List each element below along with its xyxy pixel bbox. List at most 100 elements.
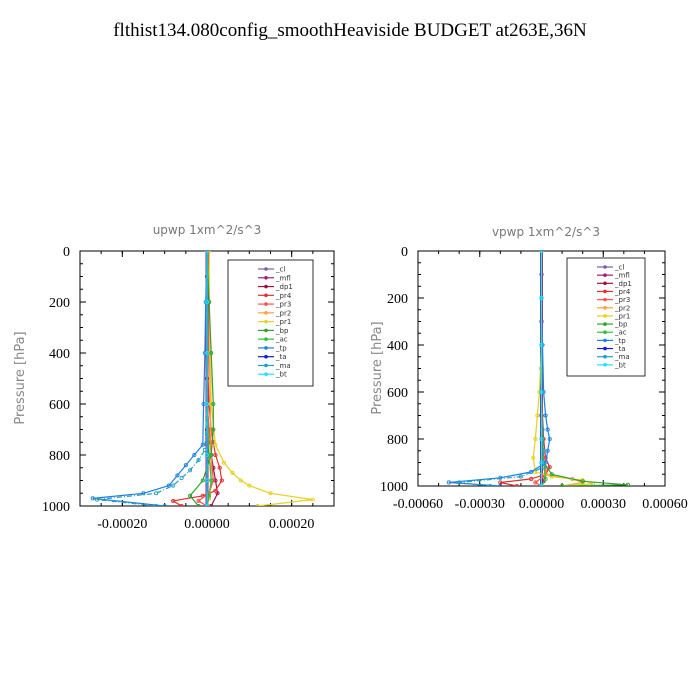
series-point-ma — [154, 491, 159, 496]
legend-marker — [264, 284, 268, 289]
x-tick-label: -0.00060 — [393, 497, 443, 512]
legend-marker — [603, 346, 607, 351]
series-point-bt — [539, 436, 544, 442]
legend-marker — [603, 363, 607, 367]
legend-marker — [264, 328, 268, 333]
legend-marker — [603, 281, 607, 286]
series-point-dp1 — [215, 491, 220, 496]
series-point-pr1 — [535, 413, 540, 418]
series-point-pr1 — [238, 478, 243, 483]
series-point-bp — [209, 350, 214, 356]
y-tick-label: 800 — [387, 433, 408, 448]
series-line-ma — [96, 251, 208, 506]
legend-label: _pr1 — [275, 318, 291, 326]
legend-marker — [264, 354, 268, 359]
series-point-dp1 — [209, 503, 214, 506]
chart-title: vpwp 1xm^2/s^3 — [492, 225, 600, 239]
series-point-bp — [188, 493, 193, 498]
chart-panel-2: vpwp 1xm^2/s^3 Pressure [hPa] 0 200 400 600 80… — [370, 225, 688, 512]
legend-label: _ma — [275, 362, 291, 370]
legend-marker — [264, 311, 268, 315]
legend-marker — [264, 293, 268, 298]
legend-label: _pr2 — [275, 309, 291, 317]
series-point-pr4 — [217, 465, 222, 470]
series-point-pr4 — [514, 483, 519, 486]
series-point-bt — [539, 342, 544, 348]
series-point-bp — [211, 401, 216, 407]
legend-box — [227, 259, 314, 387]
series-point-ma — [518, 474, 523, 479]
series-line-pr4 — [171, 251, 223, 506]
series-point-ma — [196, 458, 201, 463]
series-point-pr3 — [533, 480, 538, 485]
legend-marker — [264, 275, 268, 280]
series-point-ma — [179, 475, 184, 481]
legend-marker — [603, 338, 607, 343]
series-point-bp — [560, 483, 565, 486]
y-tick-label: 600 — [49, 398, 70, 413]
legend-label: _cl — [614, 264, 624, 272]
chart-panel-1: upwp 1xm^2/s^3 Pressure [hPa] 0 200 400 600 80… — [13, 223, 335, 532]
series-point-pr4 — [213, 488, 218, 493]
legend-marker — [603, 297, 607, 302]
y-tick-label: 1000 — [380, 480, 408, 495]
series-point-pr1 — [247, 483, 252, 488]
series-point-pr1 — [213, 442, 218, 447]
x-tick-label: 0.00020 — [269, 517, 315, 532]
series-point-pr1 — [207, 251, 212, 254]
x-tick-label: 0.00060 — [642, 497, 688, 512]
legend-marker — [603, 330, 607, 335]
series-point-tp — [545, 427, 550, 432]
y-tick-label: 600 — [387, 386, 408, 401]
series-point-tp — [446, 480, 451, 485]
y-tick-label: 1000 — [42, 500, 70, 515]
legend-label: _pr3 — [275, 301, 291, 309]
series-point-pr4 — [529, 476, 534, 482]
series-point-bt — [204, 503, 210, 506]
y-tick-label: 800 — [49, 449, 70, 464]
series-point-ma — [171, 483, 176, 488]
series-group — [90, 251, 315, 506]
series-point-bp — [580, 479, 585, 484]
series-point-tp — [192, 452, 197, 458]
series-point-tp — [545, 448, 550, 453]
series-point-tp — [175, 473, 180, 478]
series-point-pr3 — [196, 498, 201, 503]
y-tick-label: 400 — [387, 339, 408, 354]
series-point-pr4 — [547, 465, 552, 470]
legend-label: _tp — [614, 337, 626, 345]
series-point-ma — [154, 503, 159, 506]
series-point-pr4 — [179, 503, 184, 506]
legend-marker — [264, 302, 268, 306]
page-title: flthist134.080config_smoothHeaviside BUD… — [113, 20, 587, 41]
legend-marker — [603, 322, 607, 326]
series-point-tp — [498, 483, 503, 486]
legend-marker — [603, 354, 607, 359]
series-point-pr1 — [531, 455, 536, 460]
x-tick-label: 0.00030 — [581, 497, 627, 512]
legend-label: _cl — [275, 266, 285, 274]
y-tick-label: 200 — [387, 292, 408, 307]
series-point-bp — [200, 478, 205, 483]
series-point-ma — [457, 480, 462, 485]
series-point-tp — [529, 469, 534, 474]
series-point-bt — [204, 401, 210, 407]
legend-label: _dp1 — [614, 280, 632, 288]
series-point-tp — [162, 503, 167, 506]
legend-marker — [603, 265, 607, 269]
chart-title: upwp 1xm^2/s^3 — [153, 223, 262, 237]
series-point-bt — [204, 350, 210, 356]
series-point-tp — [543, 413, 548, 418]
series-point-bt — [204, 251, 210, 254]
series-point-pr1 — [230, 470, 235, 475]
legend-marker — [603, 289, 607, 294]
series-point-ma — [487, 483, 493, 486]
series-point-bt — [204, 478, 210, 483]
x-tick-label: 0.00000 — [519, 497, 565, 512]
series-point-bt — [539, 389, 544, 395]
legend-label: _pr4 — [614, 288, 631, 296]
legend-label: _pr2 — [614, 304, 630, 312]
series-point-bt — [204, 299, 210, 305]
legend-marker — [264, 372, 268, 377]
